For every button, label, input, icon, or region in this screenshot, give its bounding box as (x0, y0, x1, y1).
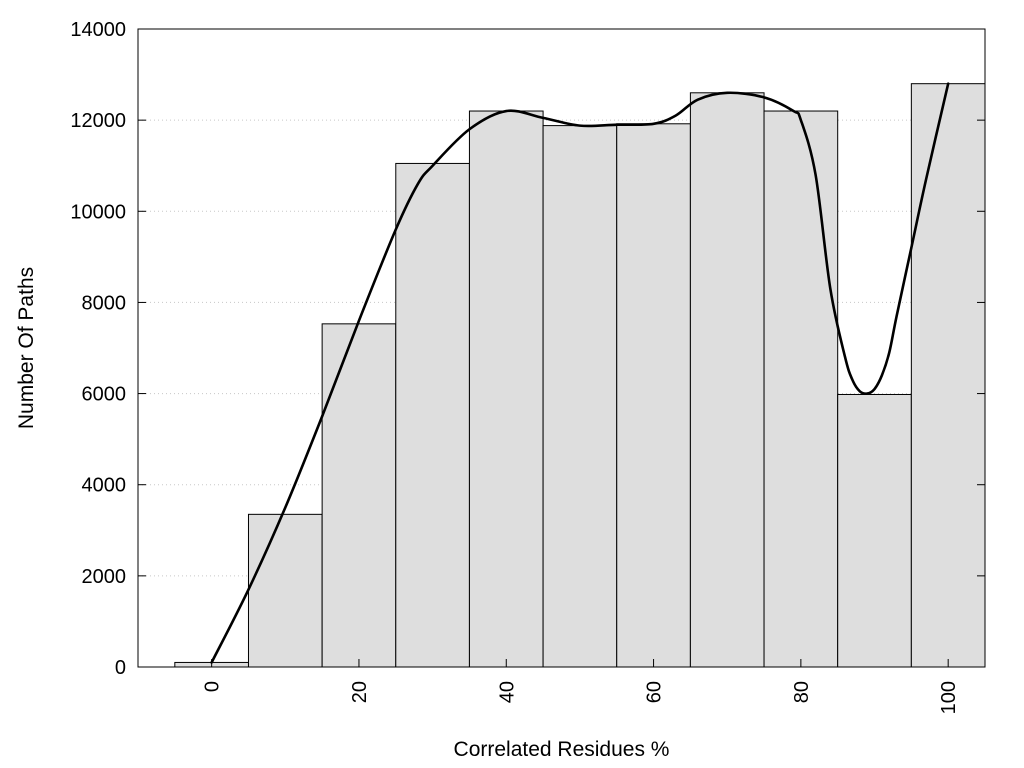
y-tick-label: 0 (115, 657, 126, 679)
y-tick-label: 10000 (70, 201, 126, 223)
trend-curve (210, 82, 950, 664)
histogram-bar (616, 123, 691, 668)
y-tick-label: 12000 (70, 110, 126, 132)
plot-frame (137, 28, 986, 668)
x-tick-label: 100 (938, 681, 960, 714)
histogram-bar (689, 92, 765, 668)
y-axis-title: Number Of Paths (15, 267, 38, 429)
histogram-bar (837, 393, 912, 668)
histogram-bar (910, 83, 986, 668)
x-tick-label: 0 (202, 681, 224, 692)
y-tick-label: 2000 (82, 566, 127, 588)
histogram-bar (247, 513, 323, 668)
trend-line (210, 82, 950, 664)
x-tick-label: 60 (644, 681, 666, 703)
y-tick-label: 14000 (70, 19, 126, 41)
x-axis-ticks: 0 20 40 60 80 100 (202, 659, 960, 714)
y-tick-label: 8000 (82, 292, 127, 314)
y-tick-label: 6000 (82, 384, 127, 406)
histogram-bar (763, 110, 839, 668)
x-tick-label: 80 (791, 681, 813, 703)
x-tick-label: 40 (496, 681, 518, 703)
histogram-bar (395, 162, 470, 668)
x-axis-title: Correlated Residues % (454, 738, 670, 761)
histogram-bar (321, 323, 397, 668)
x-tick-label: 20 (349, 681, 371, 703)
histogram-bar (542, 125, 618, 668)
bars (174, 83, 986, 668)
histogram-bar (468, 110, 544, 668)
y-axis-ticks: 0 2000 4000 6000 8000 10000 12000 14000 (70, 19, 985, 679)
y-tick-label: 4000 (82, 475, 127, 497)
